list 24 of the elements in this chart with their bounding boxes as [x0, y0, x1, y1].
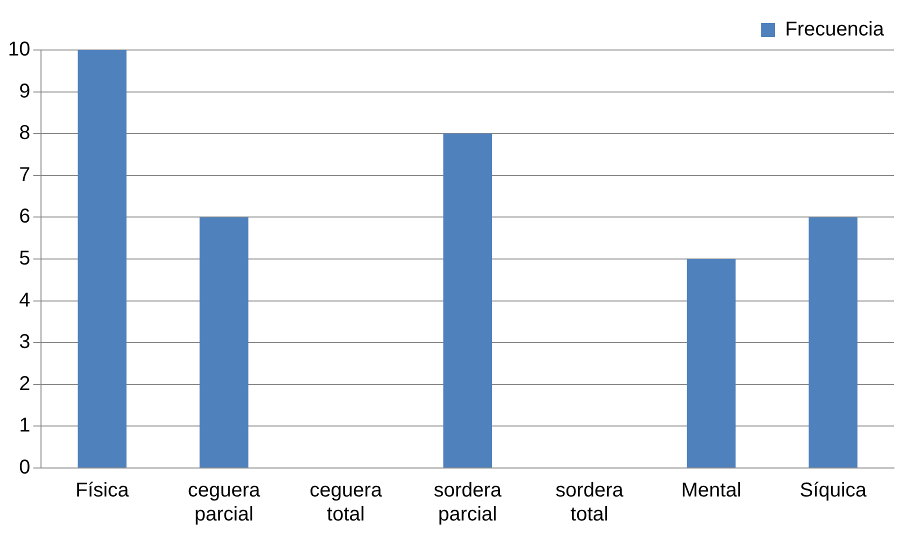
- bar: [200, 217, 248, 468]
- x-tick-label: Mental: [681, 480, 742, 502]
- y-tick-label: 3: [19, 331, 30, 354]
- y-tick-label: 10: [8, 38, 30, 61]
- x-tick-label: ceguera total: [310, 480, 383, 526]
- y-tick-label: 0: [19, 456, 30, 479]
- y-tick-label: 7: [19, 164, 30, 186]
- legend-label: Frecuencia: [785, 18, 885, 41]
- x-tick-label: ceguera parcial: [188, 480, 261, 526]
- bar: [443, 134, 492, 468]
- y-tick-label: 8: [19, 122, 30, 144]
- y-tick-label: 5: [19, 248, 30, 270]
- x-tick-label: Física: [75, 480, 130, 502]
- bar: [686, 259, 736, 468]
- x-tick-label: Síquica: [800, 480, 868, 502]
- y-tick-label: 1: [19, 414, 30, 437]
- bar: [78, 50, 127, 468]
- y-tick-label: 9: [19, 80, 30, 102]
- y-tick-label: 2: [19, 372, 30, 395]
- y-tick-label: 4: [19, 289, 30, 312]
- x-tick-label: sordera parcial: [434, 480, 502, 526]
- y-tick-label: 6: [19, 206, 30, 228]
- x-tick-label: sordera total: [556, 480, 624, 526]
- bar: [808, 217, 858, 468]
